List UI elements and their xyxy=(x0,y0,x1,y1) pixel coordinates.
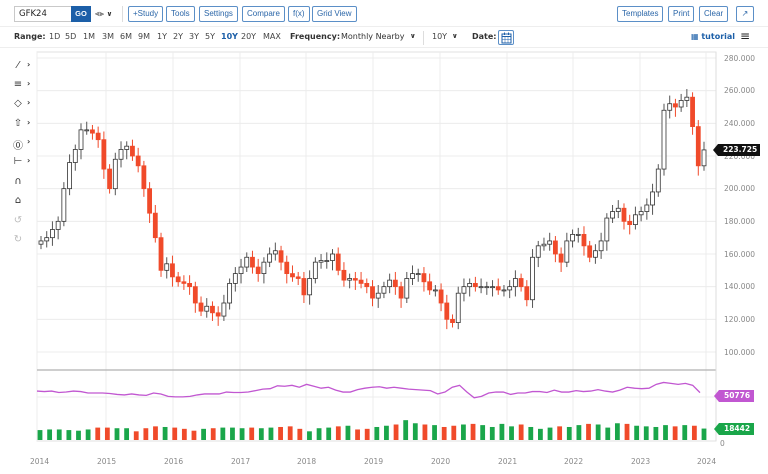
range-max[interactable]: MAX xyxy=(263,32,281,41)
y-tick: 140.000 xyxy=(724,282,756,291)
arrow-up-icon: ⇧ xyxy=(13,118,23,129)
y-tick: 220.000 xyxy=(724,152,756,161)
trendline-icon: ⁄ xyxy=(17,60,19,71)
compare-button[interactable]: Compare xyxy=(242,6,285,22)
y-tick: 160.000 xyxy=(724,250,756,259)
shapes-tool[interactable]: ◇ › xyxy=(8,98,36,112)
undo-button[interactable]: ↺ xyxy=(8,215,36,229)
tools-button[interactable]: Tools xyxy=(166,6,195,22)
redo-button[interactable]: ↻ xyxy=(8,234,36,248)
range-1m[interactable]: 1M xyxy=(83,32,95,41)
calendar-icon xyxy=(501,32,512,44)
volume-zero-label: 0 xyxy=(720,439,725,448)
volume-tag: 18442 xyxy=(713,423,755,435)
chevron-down-icon: ∨ xyxy=(106,10,113,18)
shapes-icon: ◇ xyxy=(14,98,22,109)
fibonacci-icon: ≡ xyxy=(13,79,23,90)
chevron-right-icon: › xyxy=(27,79,31,88)
y-tick: 260.000 xyxy=(724,86,756,95)
undo-icon: ↺ xyxy=(13,215,23,226)
range-bar: Range: 1D 5D 1M 3M 6M 9M 1Y 2Y 3Y 5Y 10Y… xyxy=(0,26,768,48)
settings-button[interactable]: Settings xyxy=(199,6,238,22)
lock-icon: ⌂ xyxy=(14,195,22,206)
x-tick: 2018 xyxy=(297,457,317,466)
redo-icon: ↻ xyxy=(13,234,23,245)
x-tick: 2016 xyxy=(164,457,184,466)
clear-button[interactable]: Clear xyxy=(699,6,729,22)
x-tick: 2017 xyxy=(231,457,251,466)
measure-icon: ⊢ xyxy=(13,156,23,167)
x-tick: 2020 xyxy=(431,457,451,466)
magnet-tool[interactable]: ∩ xyxy=(8,176,36,190)
range-1y[interactable]: 1Y xyxy=(157,32,167,41)
y-tick: 100.000 xyxy=(724,348,756,357)
symbol-input[interactable] xyxy=(14,6,72,22)
chevron-right-icon: › xyxy=(27,98,31,107)
frequency-dropdown[interactable]: Monthly Nearby xyxy=(341,32,405,41)
range-label: Range: xyxy=(14,32,46,41)
x-tick: 2014 xyxy=(30,457,50,466)
trendline-tool[interactable]: ⁄ › xyxy=(8,60,36,74)
range-10y[interactable]: 10Y xyxy=(221,32,238,41)
range-3y[interactable]: 3Y xyxy=(189,32,199,41)
function-button[interactable]: f(x) xyxy=(288,6,310,22)
top-toolbar: GO ⫷⫸ ∨ +Study Tools Settings Compare f(… xyxy=(0,0,768,26)
chevron-right-icon: › xyxy=(27,118,31,127)
x-tick: 2021 xyxy=(498,457,518,466)
tutorial-label: tutorial xyxy=(701,32,736,41)
chevron-right-icon: › xyxy=(27,137,31,146)
film-icon: ▦ xyxy=(691,32,699,41)
range-9m[interactable]: 9M xyxy=(138,32,150,41)
fibonacci-tool[interactable]: ≡ › xyxy=(8,79,36,93)
range-2y[interactable]: 2Y xyxy=(173,32,183,41)
range-6m[interactable]: 6M xyxy=(120,32,132,41)
x-tick: 2022 xyxy=(564,457,584,466)
range-3m[interactable]: 3M xyxy=(102,32,114,41)
y-tick: 120.000 xyxy=(724,315,756,324)
divider xyxy=(423,31,424,45)
toolbar-divider xyxy=(122,6,123,22)
y-tick: 240.000 xyxy=(724,119,756,128)
y-tick: 280.000 xyxy=(724,54,756,63)
tutorial-link[interactable]: ▦ tutorial xyxy=(691,32,735,41)
arrow-tool[interactable]: ⇧ › xyxy=(8,118,36,132)
range-5y[interactable]: 5Y xyxy=(205,32,215,41)
expand-icon: ↗ xyxy=(741,9,749,18)
y-tick: 180.000 xyxy=(724,217,756,226)
templates-button[interactable]: Templates xyxy=(617,6,664,22)
frequency-label: Frequency: xyxy=(290,32,341,41)
candlestick-icon: ⫷⫸ xyxy=(95,9,105,18)
chart-type-dropdown[interactable]: ⫷⫸ ∨ xyxy=(95,6,112,22)
measure-tool[interactable]: ⊢ › xyxy=(8,156,36,170)
period-dropdown[interactable]: 10Y xyxy=(432,32,448,41)
chevron-down-icon: ∨ xyxy=(452,32,458,40)
chevron-right-icon: › xyxy=(27,60,31,69)
annotation-icon: ⓪ xyxy=(13,141,23,152)
chevron-right-icon: › xyxy=(27,156,31,165)
x-tick: 2015 xyxy=(97,457,117,466)
date-label: Date: xyxy=(472,32,497,41)
magnet-icon: ∩ xyxy=(14,176,22,187)
add-study-button[interactable]: +Study xyxy=(128,6,164,22)
annotation-tool[interactable]: ⓪ › xyxy=(8,137,36,152)
expand-button[interactable]: ↗ xyxy=(736,6,754,22)
range-20y[interactable]: 20Y xyxy=(241,32,257,41)
range-1d[interactable]: 1D xyxy=(49,32,61,41)
x-tick: 2019 xyxy=(364,457,384,466)
lock-tool[interactable]: ⌂ xyxy=(8,195,36,209)
last-price-tag: 223.725 xyxy=(712,144,761,156)
open-interest-tag: 50776 xyxy=(713,390,755,402)
x-tick: 2024 xyxy=(697,457,717,466)
range-5d[interactable]: 5D xyxy=(65,32,77,41)
grid-view-button[interactable]: Grid View xyxy=(312,6,357,22)
date-picker-button[interactable] xyxy=(498,30,514,45)
go-button[interactable]: GO xyxy=(71,6,91,22)
hamburger-menu-icon[interactable]: ≡ xyxy=(740,29,751,43)
print-button[interactable]: Print xyxy=(668,6,695,22)
y-tick: 200.000 xyxy=(724,184,756,193)
x-tick: 2023 xyxy=(631,457,651,466)
chevron-down-icon: ∨ xyxy=(410,32,416,40)
